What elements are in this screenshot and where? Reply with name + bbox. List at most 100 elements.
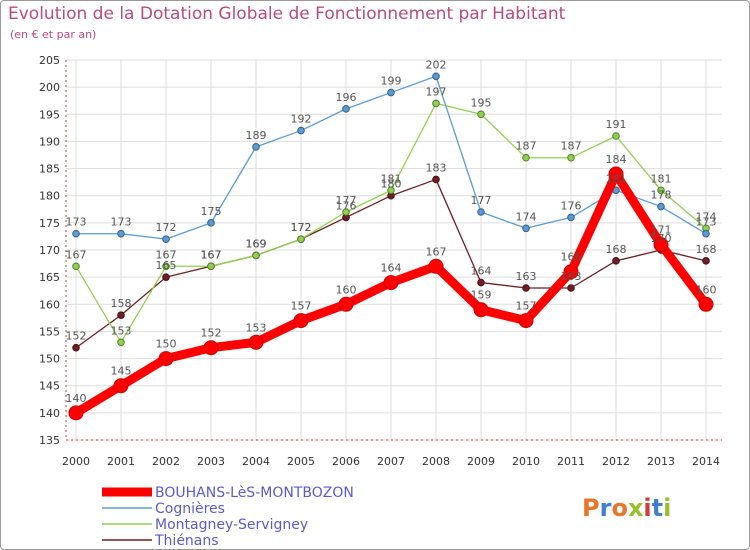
proxiti-logo: Proxiti [582,494,671,522]
series-point-1 [522,153,530,162]
legend-label: BOUHANS-LèS-MONTBOZON [155,485,354,501]
data-label: 181 [651,172,672,185]
series-point-3 [248,334,264,350]
y-tick-label: 190 [39,135,60,148]
series-point-2 [162,235,170,243]
data-label: 187 [561,140,582,153]
series-point-1 [342,208,350,216]
series-point-2 [72,229,80,238]
data-label: 177 [471,194,492,207]
x-tick-label: 2005 [287,455,315,468]
data-label: 166 [561,251,582,264]
series-point-2 [207,219,215,227]
axes: 135 140 145 150 155 160 165 170 175 180 185 190 195 2… [39,54,722,468]
data-label: 145 [111,365,132,378]
legend-label: Montagney-Servigney [155,517,308,533]
y-tick-label: 160 [39,298,60,311]
legend-label: Thiénans [154,533,219,549]
series-point-0 [432,175,440,184]
logo-letter: t [652,494,663,522]
data-label: 173 [696,216,717,229]
y-tick-label: 145 [39,380,60,393]
series-point-3 [383,275,399,291]
data-label: 165 [156,259,177,272]
series-point-1 [432,99,440,108]
series-point-0 [162,273,170,281]
logo-letter: i [663,494,671,522]
series-point-1 [567,153,575,162]
data-label: 164 [471,265,492,278]
data-label: 183 [426,161,447,174]
data-label: 172 [291,221,312,234]
series-point-1 [117,338,125,347]
data-label: 153 [111,324,132,337]
legend: BOUHANS-LèS-MONTBOZONCognièresMontagney-… [102,485,354,549]
series-point-1 [207,262,215,271]
data-label: 191 [606,118,627,131]
data-label: 180 [381,178,402,191]
x-tick-label: 2002 [152,455,180,468]
data-label: 197 [426,85,447,98]
series-point-2 [297,126,305,135]
series-point-0 [477,278,485,287]
series-point-2 [342,105,350,113]
data-label: 152 [201,327,222,340]
data-label: 189 [246,129,267,142]
series-point-0 [702,257,710,265]
series-point-3 [698,296,714,312]
data-label: 177 [336,194,357,207]
x-tick-label: 2014 [692,455,720,468]
series-point-0 [522,284,530,292]
data-label: 157 [291,300,312,313]
chart-subtitle: (en € et par an) [10,28,97,41]
y-tick-label: 180 [39,190,60,203]
x-tick-label: 2001 [107,455,135,468]
data-label: 169 [246,237,267,250]
data-label: 171 [651,224,672,237]
data-label: 181 [606,172,627,185]
series-point-3 [563,264,579,280]
data-label: 174 [696,210,717,223]
y-tick-label: 165 [39,271,60,284]
data-label: 175 [201,205,222,218]
data-label: 164 [381,262,402,275]
data-label: 174 [516,210,537,223]
data-label: 167 [201,248,222,261]
data-label: 176 [561,199,582,212]
data-label: 159 [471,289,492,302]
logo-letter: P [582,494,600,522]
data-label: 173 [111,216,132,229]
series-point-3 [473,302,489,318]
legend-label: Cognières [155,501,225,517]
data-label: 196 [336,91,357,104]
series-lines [68,72,714,421]
data-label: 169 [246,237,267,250]
series-point-1 [162,262,170,271]
logo-letter: o [611,494,628,522]
series-point-0 [117,311,125,319]
series-point-3 [158,351,174,367]
x-tick-label: 2004 [242,455,270,468]
data-label: 167 [66,248,87,261]
data-label: 140 [66,392,87,405]
x-tick-label: 2010 [512,455,540,468]
data-label: 187 [516,140,537,153]
x-tick-label: 2006 [332,455,360,468]
x-tick-label: 2012 [602,455,630,468]
x-tick-label: 2003 [197,455,225,468]
y-tick-label: 170 [39,244,60,257]
data-label: 163 [516,270,537,283]
data-label: 163 [561,270,582,283]
data-label: 168 [606,243,627,256]
x-tick-label: 2009 [467,455,495,468]
data-label: 157 [516,300,537,313]
x-tick-label: 2013 [647,455,675,468]
data-label: 160 [336,283,357,296]
series-point-1 [477,110,485,119]
data-label: 167 [156,248,177,261]
series-point-0 [612,257,620,265]
y-tick-label: 195 [39,108,60,121]
x-tick-label: 2007 [377,455,405,468]
